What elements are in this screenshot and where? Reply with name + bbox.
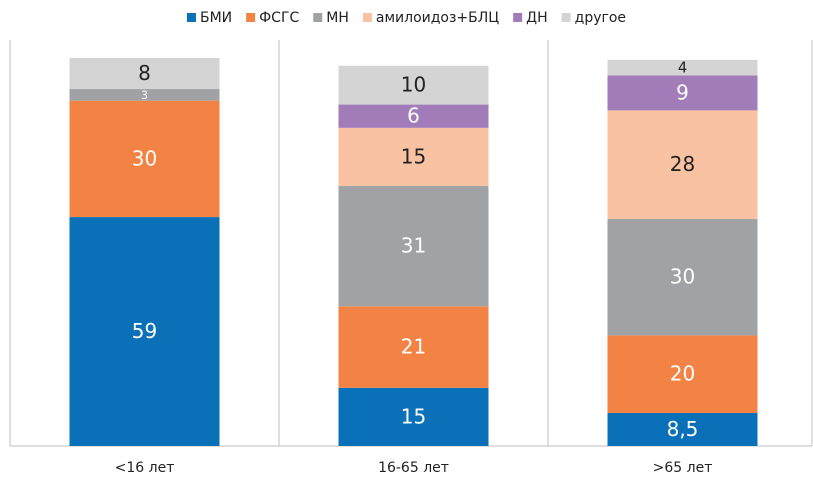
legend-swatch [513,13,523,22]
bar-segment [69,58,220,90]
legend-label: ДН [526,10,547,26]
bar-segment [69,100,220,218]
data-label: 30 [132,146,157,170]
x-tick-label: >65 лет [653,460,713,476]
bar-segment [338,306,489,388]
legend-swatch [246,13,256,22]
data-label: 21 [401,335,426,359]
data-label: 15 [401,404,426,428]
bar-segment [607,413,758,446]
legend-swatch [313,13,323,22]
data-label: 10 [401,73,426,97]
bar-segment [338,104,489,128]
data-label: 6 [407,104,420,128]
bar-segment [607,219,758,336]
bar-segment [338,65,489,105]
data-label: 4 [678,60,687,77]
legend-swatch [186,13,196,22]
bar-segment [69,217,220,446]
bar-segment [607,335,758,414]
data-label: 59 [132,319,157,343]
bar-segment [338,127,489,187]
data-label: 3 [141,89,148,102]
legend-swatch [362,13,372,22]
data-label: 28 [670,152,695,176]
legend-label: амилоидоз+БЛЦ [376,10,499,26]
data-label: 20 [670,362,695,386]
x-tick-label: 16-65 лет [378,460,449,476]
data-label: 15 [401,144,426,168]
bar-segment [338,387,489,446]
data-label: 8 [138,61,151,85]
legend-label: ФСГС [259,10,299,26]
legend-swatch [561,13,571,22]
data-label: 8,5 [667,417,699,441]
legend-label: БМИ [200,10,232,26]
bar-segment [607,59,758,76]
legend-label: другое [575,10,626,26]
bar-segment [607,110,758,220]
bar-segment [69,89,220,101]
bar-segment [607,75,758,111]
data-label: 31 [401,234,426,258]
bar-segment [338,186,489,307]
legend-label: МН [326,10,349,26]
legend: БМИ ФСГС МН амилоидоз+БЛЦ ДН другое [186,10,626,26]
data-label: 9 [676,80,689,104]
x-tick-label: <16 лет [115,460,175,476]
data-label: 30 [670,265,695,289]
